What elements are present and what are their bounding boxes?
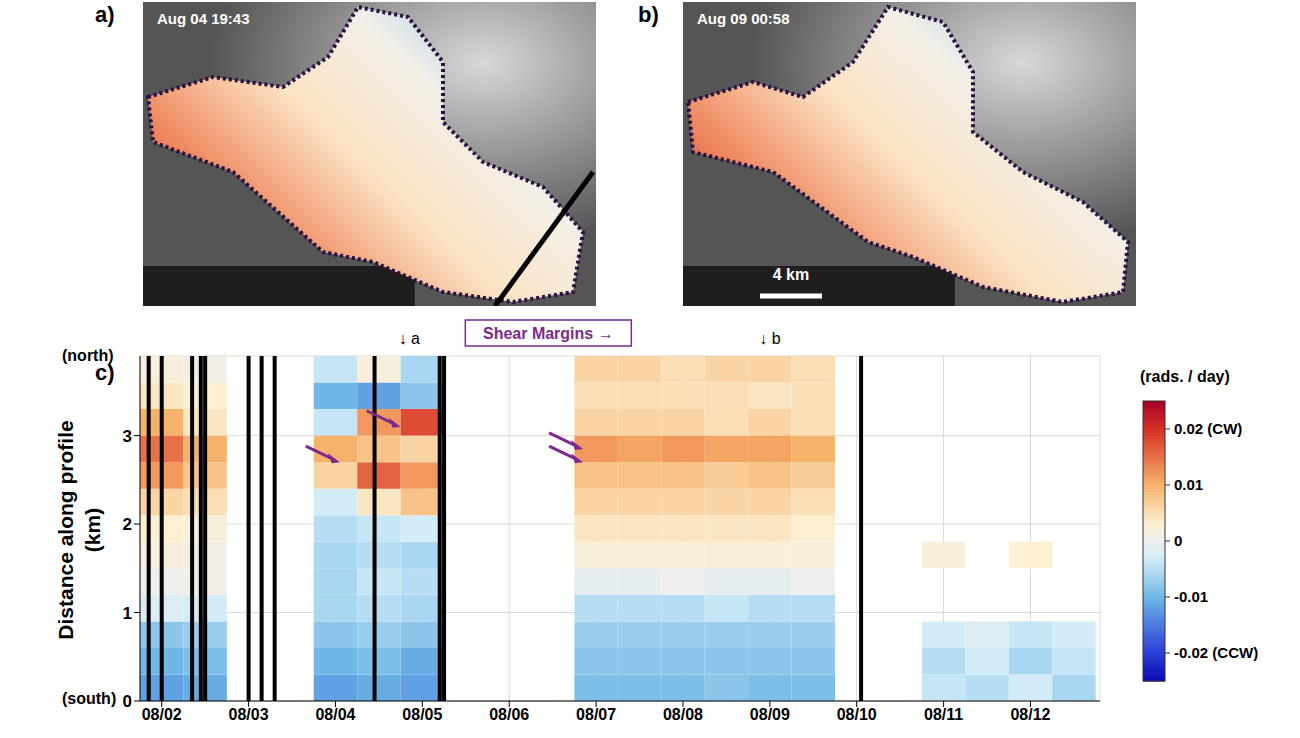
svg-text:08/06: 08/06	[489, 706, 529, 723]
html-text:(north): (north)	[62, 347, 114, 364]
html-text:(south): (south)	[62, 690, 117, 707]
svg-text:0: 0	[1174, 532, 1182, 549]
svg-text:08/10: 08/10	[837, 706, 877, 723]
svg-text:0: 0	[123, 692, 132, 711]
svg-text:08/03: 08/03	[229, 706, 269, 723]
svg-text:08/02: 08/02	[142, 706, 182, 723]
svg-text:2: 2	[123, 515, 132, 534]
html-text:Distance along profile (km): Distance along profile (km)	[54, 420, 104, 640]
svg-text:08/08: 08/08	[663, 706, 703, 723]
svg-text:3: 3	[123, 427, 132, 446]
html-text:(rads. / day): (rads. / day)	[1140, 368, 1230, 385]
svg-text:-0.02 (CCW): -0.02 (CCW)	[1174, 644, 1258, 661]
svg-text:Aug 09 00:58: Aug 09 00:58	[697, 10, 790, 27]
svg-text:1: 1	[123, 604, 132, 623]
svg-text:08/04: 08/04	[315, 706, 355, 723]
svg-text:08/09: 08/09	[750, 706, 790, 723]
svg-text:↓ b: ↓ b	[759, 330, 780, 347]
svg-text:-0.01: -0.01	[1174, 588, 1208, 605]
svg-text:08/12: 08/12	[1010, 706, 1050, 723]
svg-text:Aug 04 19:43: Aug 04 19:43	[157, 10, 250, 27]
svg-text:4 km: 4 km	[773, 266, 809, 283]
svg-text:08/11: 08/11	[924, 706, 963, 723]
svg-text:08/07: 08/07	[576, 706, 616, 723]
svg-text:08/05: 08/05	[402, 706, 442, 723]
html-text:b): b)	[638, 2, 659, 27]
svg-text:0.01: 0.01	[1174, 476, 1203, 493]
svg-text:↓ a: ↓ a	[399, 330, 420, 347]
html-text:c): c)	[95, 360, 115, 385]
svg-text:Shear Margins →: Shear Margins →	[483, 325, 614, 342]
html-text:a): a)	[95, 2, 115, 27]
svg-text:0.02 (CW): 0.02 (CW)	[1174, 420, 1242, 437]
